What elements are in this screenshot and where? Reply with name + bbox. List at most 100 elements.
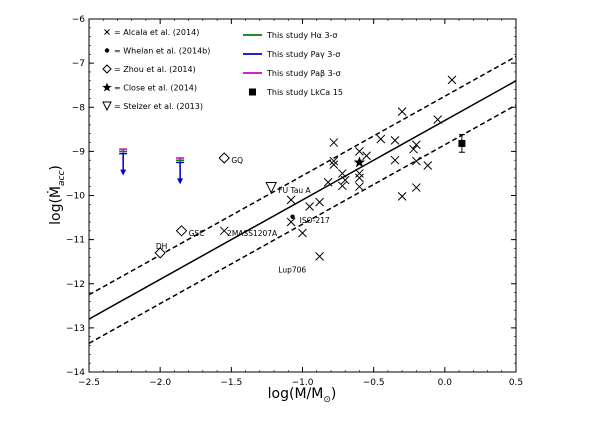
legend-entry-lkca15: This study LkCa 15 — [249, 88, 343, 97]
y-tick-label: −7 — [72, 59, 85, 69]
legend-entry-triangle: = Stelzer et al. (2013) — [102, 101, 203, 112]
y-tick-label: −13 — [66, 324, 85, 334]
upper-limit-1 — [119, 148, 128, 176]
legend-entry-dot: = Whelan et al. (2014b) — [104, 47, 210, 56]
annotation-label: FU Tau A — [278, 186, 311, 195]
y-axis-label-close: ) — [48, 165, 64, 170]
plot-area — [89, 19, 516, 372]
annotation-label: DH — [156, 242, 167, 251]
annotation-label: GSC — [189, 229, 205, 238]
annotation-label: Lup706 — [278, 266, 306, 275]
point-x — [329, 160, 339, 169]
legend-label: This study LkCa 15 — [266, 88, 343, 97]
plot-background — [89, 19, 516, 372]
point-x — [390, 135, 400, 145]
point-x — [323, 177, 333, 187]
x-axis-label-main: log(M/M — [268, 386, 324, 402]
upper-limits — [119, 148, 185, 185]
legend-label: = Zhou et al. (2014) — [114, 65, 196, 74]
x-tick-label: 0.0 — [438, 378, 453, 388]
point-x — [390, 155, 400, 165]
legend-marker-star — [102, 82, 112, 92]
x-tick-label: −2.5 — [78, 378, 100, 388]
annotation-label: ISO-217 — [300, 216, 330, 225]
point-x — [315, 252, 324, 261]
axes: −2.5 −2.0 −1.5 −1.0 −0.5 0.0 0.5 −14 −13 −12 −11 −1… — [66, 15, 523, 388]
fit-line-lower — [89, 104, 516, 344]
y-axis-label-main: log(Ṁ — [46, 186, 64, 225]
point-triangle — [265, 182, 277, 194]
legend-entry-limit-2: This study Paγ 3-σ — [243, 50, 340, 59]
annotation-label: 2MASS1207A — [227, 229, 278, 238]
annotations: GQ FU Tau A ISO-217 GSC 2MASS1207A DH Lup706 — [156, 156, 330, 274]
point-x — [362, 151, 371, 161]
x-axis-label-close: ) — [331, 386, 336, 402]
legend-label: = Whelan et al. (2014b) — [114, 47, 210, 56]
limit-arrowhead — [177, 178, 184, 185]
point-x — [355, 147, 364, 156]
point-x — [355, 182, 364, 192]
y-tick-label: −9 — [72, 147, 86, 157]
point-x — [340, 175, 350, 185]
data-points — [154, 75, 466, 261]
legend-square-swatch — [249, 88, 256, 96]
point-x — [397, 107, 407, 117]
y-tick-label: −6 — [72, 15, 86, 25]
point-diamond — [175, 225, 188, 237]
legend-entry-star: = Close et al. (2014) — [102, 82, 197, 93]
upper-limit-2 — [176, 157, 185, 185]
point-x — [337, 169, 347, 178]
point-x — [286, 195, 296, 205]
point-x — [305, 202, 314, 211]
point-x — [329, 138, 339, 147]
y-tick-label: −10 — [66, 192, 85, 202]
point-x — [397, 192, 407, 201]
legend-entry-limit-1: This study Hα 3-σ — [243, 31, 338, 40]
y-tick-label: −11 — [66, 236, 85, 246]
point-x — [376, 134, 386, 144]
x-axis-label: log(M/M⊙) — [268, 386, 337, 405]
legend-label: This study Paγ 3-σ — [266, 50, 340, 59]
point-x — [423, 161, 433, 170]
point-x — [355, 173, 364, 183]
point-x — [329, 156, 339, 166]
limit-arrowhead — [120, 169, 127, 176]
y-tick-label: −8 — [72, 103, 86, 113]
legend-label: This study Hα 3-σ — [266, 31, 338, 40]
point-x — [219, 226, 229, 236]
fit-line — [89, 80, 516, 320]
legend-label: = Stelzer et al. (2013) — [114, 102, 203, 111]
point-diamond — [218, 152, 230, 164]
point-dot — [290, 214, 295, 219]
x-tick-label: −0.5 — [363, 378, 385, 388]
annotation-label: GQ — [231, 156, 243, 165]
legend-marker-diamond — [102, 64, 112, 74]
x-tick-label: −2.0 — [149, 378, 171, 388]
y-tick-label: −12 — [66, 280, 85, 290]
legend-label: = Close et al. (2014) — [114, 84, 197, 93]
point-star — [353, 156, 366, 168]
y-axis-label-sub: acc — [57, 171, 67, 186]
y-axis-label: log(Ṁacc) — [46, 165, 67, 225]
point-x — [355, 169, 364, 178]
point-square — [458, 139, 466, 147]
point-x — [409, 144, 418, 154]
point-x — [412, 183, 421, 192]
point-x — [412, 140, 421, 150]
point-x — [447, 75, 457, 85]
legend-marker-dot — [104, 48, 110, 53]
legend-marker-triangle — [102, 101, 112, 112]
legend-entry-limit-3: This study Paβ 3-σ — [243, 69, 341, 78]
point-x — [286, 217, 296, 227]
point-diamond — [154, 247, 166, 259]
x-tick-label: −1.0 — [292, 378, 314, 388]
x-tick-label: 0.5 — [509, 378, 523, 388]
legend-label: This study Paβ 3-σ — [266, 69, 341, 78]
legend: = Alcala et al. (2014) = Whelan et al. (2… — [102, 28, 343, 112]
y-tick-label: −14 — [66, 368, 85, 378]
point-x — [298, 228, 307, 238]
point-x — [337, 181, 347, 191]
legend-marker-x — [104, 29, 110, 35]
point-x — [433, 115, 443, 124]
